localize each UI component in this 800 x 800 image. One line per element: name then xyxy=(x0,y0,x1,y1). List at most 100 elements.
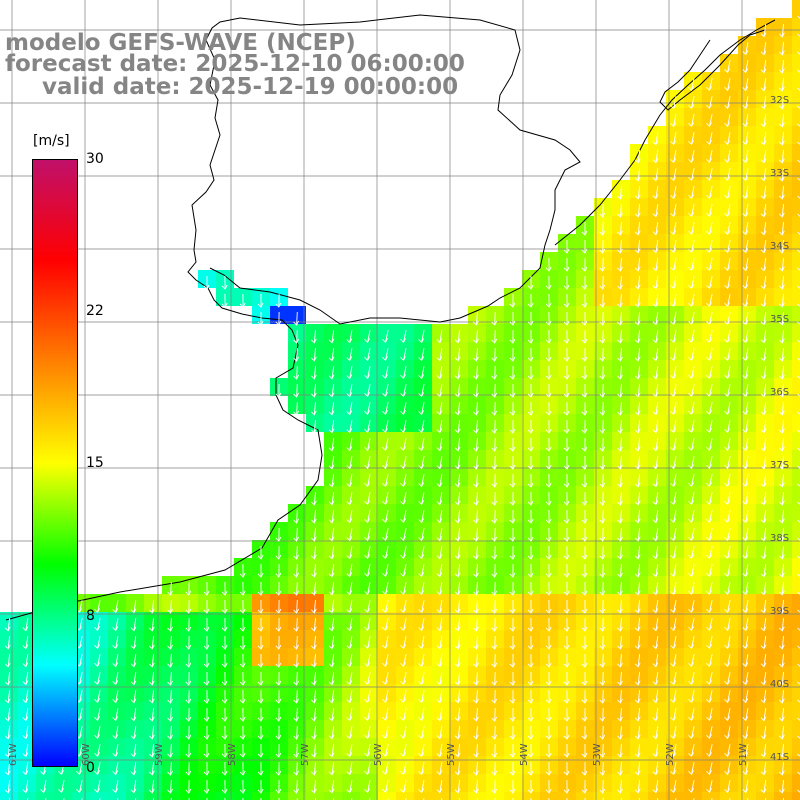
wind-arrow-head xyxy=(670,176,677,182)
wind-arrow xyxy=(331,564,335,577)
wind-arrow xyxy=(727,780,731,793)
wind-speed-cell xyxy=(720,594,738,612)
wind-arrow-head xyxy=(563,500,570,506)
wind-arrow xyxy=(709,618,713,631)
wind-arrow-head xyxy=(581,698,588,704)
wind-speed-cell xyxy=(684,630,702,648)
wind-arrow-head xyxy=(473,374,479,380)
wind-arrow xyxy=(170,581,172,595)
wind-arrow xyxy=(727,366,731,379)
wind-arrow-head xyxy=(346,500,353,506)
wind-arrow xyxy=(475,455,478,469)
wind-arrow-head xyxy=(617,752,623,758)
wind-arrow-head xyxy=(742,356,749,362)
wind-arrow xyxy=(637,204,641,217)
wind-arrow-head xyxy=(328,662,335,668)
wind-arrow-head xyxy=(652,590,659,596)
wind-arrow-head xyxy=(742,446,749,452)
wind-arrow-head xyxy=(545,410,552,416)
wind-speed-cell xyxy=(702,378,720,396)
wind-arrow-head xyxy=(742,536,749,542)
wind-arrow-head xyxy=(58,770,64,776)
wind-arrow-head xyxy=(400,428,406,434)
wind-arrow-head xyxy=(797,573,800,578)
wind-arrow xyxy=(619,419,622,433)
wind-speed-cell xyxy=(720,576,738,594)
wind-arrow xyxy=(619,239,622,253)
wind-arrow-head xyxy=(670,698,677,704)
wind-arrow-head xyxy=(491,608,498,614)
wind-arrow-head xyxy=(418,788,425,794)
wind-arrow xyxy=(637,492,641,505)
wind-arrow xyxy=(494,635,496,649)
wind-arrow-head xyxy=(634,626,641,632)
wind-arrow xyxy=(457,780,461,793)
wind-arrow xyxy=(727,294,731,307)
wind-speed-cell xyxy=(684,144,702,162)
wind-arrow xyxy=(331,330,335,343)
wind-speed-cell xyxy=(414,756,432,774)
lat-label: 32S xyxy=(770,95,790,106)
wind-arrow-head xyxy=(760,590,767,596)
wind-arrow-head xyxy=(346,680,353,686)
wind-arrow xyxy=(43,780,47,793)
wind-arrow-head xyxy=(509,554,516,560)
wind-arrow-head xyxy=(760,356,767,362)
wind-arrow-head xyxy=(617,230,623,236)
wind-arrow-head xyxy=(652,464,659,470)
wind-speed-cell xyxy=(666,450,684,468)
wind-arrow xyxy=(133,654,137,667)
wind-arrow xyxy=(602,653,604,667)
wind-speed-cell xyxy=(792,72,800,90)
wind-arrow xyxy=(296,635,298,649)
wind-arrow-head xyxy=(652,518,659,524)
wind-speed-cell xyxy=(378,360,396,378)
wind-arrow xyxy=(79,726,83,739)
wind-arrow xyxy=(691,744,695,757)
wind-arrow-head xyxy=(778,176,785,182)
wind-arrow-head xyxy=(293,572,299,578)
wind-arrow-head xyxy=(778,320,785,326)
wind-arrow xyxy=(727,186,731,199)
wind-arrow xyxy=(403,456,407,469)
wind-arrow-head xyxy=(760,374,767,380)
wind-arrow xyxy=(439,654,443,667)
wind-arrow-head xyxy=(473,626,479,632)
wind-arrow-head xyxy=(634,554,641,560)
wind-arrow-head xyxy=(527,716,534,722)
wind-speed-cell xyxy=(396,450,414,468)
wind-arrow-head xyxy=(491,320,498,326)
wind-arrow-head xyxy=(382,572,388,578)
wind-arrow xyxy=(439,546,443,559)
wind-arrow-head xyxy=(634,770,641,776)
wind-arrow xyxy=(7,726,11,739)
wind-arrow xyxy=(602,545,604,559)
wind-arrow xyxy=(115,780,119,793)
wind-speed-cell xyxy=(360,612,378,630)
wind-arrow-head xyxy=(436,410,443,416)
wind-arrow-head xyxy=(742,752,749,758)
wind-arrow-head xyxy=(167,752,173,758)
wind-arrow-head xyxy=(167,590,173,596)
wind-arrow xyxy=(494,419,496,433)
wind-speed-cell xyxy=(702,198,720,216)
wind-arrow xyxy=(709,168,713,181)
wind-arrow-head xyxy=(688,788,694,794)
wind-arrow-head xyxy=(581,500,588,506)
wind-arrow xyxy=(403,492,407,505)
wind-arrow xyxy=(331,348,335,361)
wind-arrow-head xyxy=(509,428,516,434)
wind-arrow-head xyxy=(346,644,353,650)
wind-speed-cell xyxy=(792,612,800,630)
wind-arrow xyxy=(709,420,713,433)
wind-arrow-head xyxy=(293,356,299,362)
wind-speed-cell xyxy=(720,522,738,540)
wind-arrow-head xyxy=(670,104,677,110)
wind-arrow-head xyxy=(581,536,588,542)
wind-arrow xyxy=(781,186,784,199)
wind-arrow xyxy=(727,708,731,721)
wind-speed-cell xyxy=(702,522,720,540)
title-valid-date: valid date: 2025-12-19 00:00:00 xyxy=(42,74,459,100)
wind-speed-cell xyxy=(666,684,684,702)
wind-arrow-head xyxy=(634,212,641,218)
